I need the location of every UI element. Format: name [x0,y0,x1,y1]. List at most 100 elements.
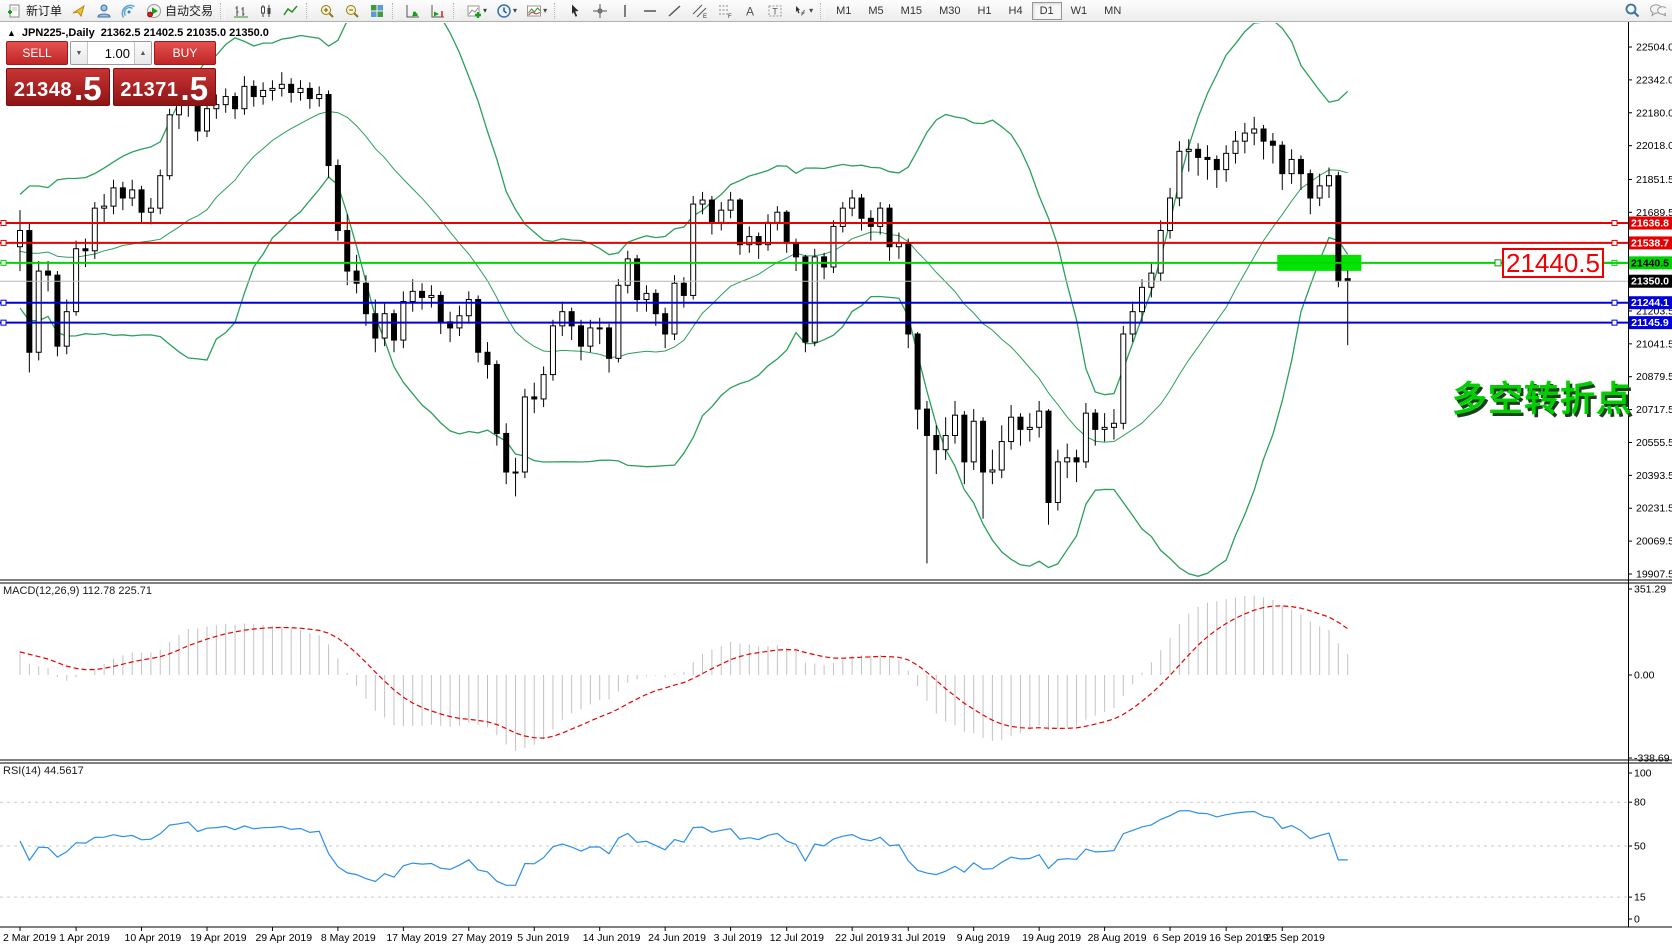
metaeditor-button[interactable] [66,1,91,21]
date-label: 8 May 2019 [321,932,376,944]
chart-canvas[interactable]: 22504.0 22342.0 22180.0 22018.0 21851.5 21689… [0,22,1672,944]
price-tick-label: 20231.5 [1636,503,1672,515]
price-tick-label: 22180.0 [1636,107,1672,119]
auto-scroll-button[interactable] [400,1,425,21]
timeframe-D1[interactable]: D1 [1031,1,1062,20]
one-click-trading-panel: SELL ▼ ▲ BUY 21348 .5 21371 .5 [6,41,216,106]
buy-button[interactable]: BUY [154,41,216,65]
line-handle[interactable] [0,319,7,326]
svg-text:A: A [746,4,754,18]
signal-button[interactable] [116,1,141,21]
date-label: 14 Jun 2019 [583,932,641,944]
bar-chart-button[interactable] [228,1,253,21]
level-badge-21636.8: 21636.8 [1629,216,1672,230]
level-badge-21244.1: 21244.1 [1629,296,1672,310]
price-annotation-box[interactable]: 21440.5 [1502,248,1604,278]
price-tick-label: 20555.5 [1636,437,1672,449]
periods-button[interactable]: ▾ [491,1,521,21]
text-label-tool-button[interactable]: T [762,1,787,21]
line-handle[interactable] [0,259,7,266]
level-badge-21145.9: 21145.9 [1629,316,1672,330]
trendline-tool-button[interactable] [662,1,687,21]
line-handle[interactable] [0,239,7,246]
chart-svg[interactable]: 22504.0 22342.0 22180.0 22018.0 21851.5 21689… [0,22,1672,944]
date-label: 5 Jun 2019 [517,932,569,944]
cursor-tool-button[interactable] [562,1,587,21]
indicators-button[interactable]: ▾ [461,1,491,21]
autotrading-button[interactable]: 自动交易 [141,1,217,21]
dropdown-caret: ▾ [809,6,814,15]
level-line-21244.1[interactable] [0,299,1628,306]
text-tool-button[interactable]: A [737,1,762,21]
timeframe-M30[interactable]: M30 [939,4,961,17]
timeframe-H1[interactable]: H1 [977,4,992,17]
toolbar-separator [554,2,560,19]
horizontal-line-tool-button[interactable] [637,1,662,21]
buy-price[interactable]: 21371 .5 [112,68,216,106]
timeframe-M15[interactable]: M15 [900,4,923,17]
cn-annotation-text[interactable]: 多空转折点 [1452,380,1633,419]
rsi-axis-label: 0 [1634,914,1640,926]
search-icon[interactable] [1624,2,1641,18]
level-line-21145.9[interactable] [0,319,1628,326]
level-line-21636.8[interactable] [0,220,1628,227]
toolbar-right [1624,2,1666,18]
date-label: 10 Apr 2019 [125,932,182,944]
date-label: 12 Jul 2019 [770,932,824,944]
chart-symbol-period: JPN225-,Daily [21,27,95,39]
fibonacci-tool-button[interactable]: F [712,1,737,21]
candlestick-button[interactable] [253,1,278,21]
volume-decrease-button[interactable]: ▼ [71,42,88,64]
tile-windows-button[interactable] [364,1,389,21]
volume-input[interactable] [88,42,134,64]
zoom-in-button[interactable] [314,1,339,21]
line-chart-button[interactable] [278,1,303,21]
date-label: 24 Jun 2019 [648,932,706,944]
volume-stepper: ▼ ▲ [70,41,152,65]
macd-histogram [19,595,1349,751]
svg-text:F: F [728,14,732,19]
main-pane[interactable] [17,22,1362,577]
chat-icon[interactable] [1649,2,1666,18]
one-click-toggle-icon[interactable]: ▲ [7,28,16,38]
dropdown-caret: ▾ [513,6,518,15]
zoom-in-icon [318,3,335,19]
level-line-21538.7[interactable] [0,239,1628,246]
line-handle[interactable] [0,220,7,227]
channel-tool-button[interactable]: E [687,1,712,21]
sell-price[interactable]: 21348 .5 [6,68,110,106]
date-label: 19 Aug 2019 [1022,932,1081,944]
line-handle[interactable] [0,299,7,306]
timeframe-MN[interactable]: MN [1104,4,1122,17]
crosshair-tool-button[interactable] [587,1,612,21]
rsi-pane[interactable] [0,801,1628,898]
timeframe-M1[interactable]: M1 [836,4,852,17]
price-tick-label: 21851.5 [1636,174,1672,186]
arrows-tool-button[interactable]: ▾ [787,1,817,21]
timeframe-W1[interactable]: W1 [1070,4,1088,17]
chart-shift-button[interactable] [425,1,450,21]
templates-button[interactable]: ▾ [521,1,551,21]
timeframe-M5[interactable]: M5 [868,4,884,17]
line-handle[interactable] [1611,299,1618,306]
price-tick-label: 20069.5 [1636,536,1672,548]
line-handle[interactable] [1611,319,1618,326]
profile-button[interactable] [91,1,116,21]
new-order-button[interactable]: 新订单 [2,1,66,21]
price-tick-label: 20717.5 [1636,404,1672,416]
volume-increase-button[interactable]: ▲ [134,42,151,64]
annotation-anchor-handle[interactable] [1494,259,1502,267]
profile-icon [95,3,112,19]
price-tick-label: 22342.0 [1636,74,1672,86]
macd-pane[interactable] [19,595,1349,751]
date-label: 29 Apr 2019 [255,932,312,944]
sell-button[interactable]: SELL [6,41,68,65]
zoom-out-button[interactable] [339,1,364,21]
vertical-line-tool-button[interactable] [612,1,637,21]
timeframe-H4[interactable]: H4 [1008,4,1023,17]
buy-price-main: 21371 [120,79,179,101]
line-handle[interactable] [1611,220,1618,227]
rsi-axis-label: 80 [1634,797,1646,809]
line-handle[interactable] [1611,239,1618,246]
